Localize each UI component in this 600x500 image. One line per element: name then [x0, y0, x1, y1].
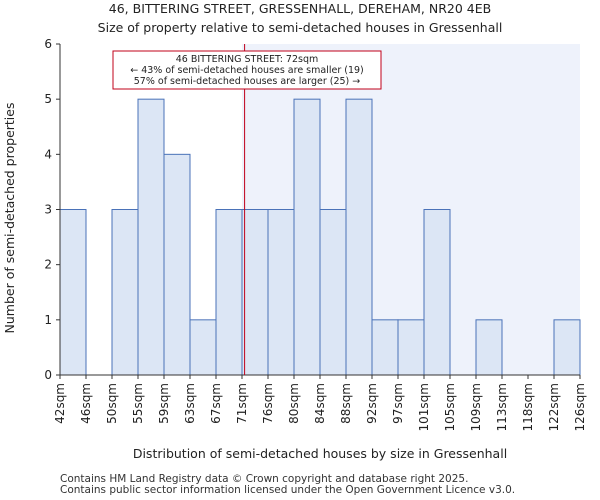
- histogram-bar: [293, 98, 321, 376]
- x-tick-label: 50sqm: [105, 383, 119, 424]
- x-tick-label: 71sqm: [235, 383, 249, 424]
- x-tick-label: 76sqm: [261, 383, 275, 424]
- x-tick-label: 113sqm: [495, 383, 509, 431]
- annotation-text-line2: ← 43% of semi-detached houses are smalle…: [130, 65, 364, 76]
- x-axis-label: Distribution of semi-detached houses by …: [133, 446, 507, 461]
- x-tick-label: 88sqm: [339, 383, 353, 424]
- x-tick-label: 118sqm: [521, 383, 535, 431]
- histogram-bar: [345, 98, 373, 376]
- x-tick-label: 67sqm: [209, 383, 223, 424]
- y-tick-label: 3: [44, 203, 52, 217]
- y-axis-label: Number of semi-detached properties: [2, 103, 17, 334]
- annotation-text-line1: 46 BITTERING STREET: 72sqm: [176, 54, 319, 65]
- y-tick-label: 6: [44, 37, 52, 51]
- x-tick-label: 42sqm: [53, 383, 67, 424]
- x-tick-label: 122sqm: [547, 383, 561, 431]
- y-tick-label: 5: [44, 92, 52, 106]
- histogram-bar: [59, 209, 87, 376]
- histogram-bar: [267, 209, 295, 376]
- y-tick-label: 4: [44, 147, 52, 161]
- histogram-bar: [241, 209, 269, 376]
- x-tick-label: 59sqm: [157, 383, 171, 424]
- y-tick-label: 1: [44, 313, 52, 327]
- x-tick-label: 126sqm: [573, 383, 587, 431]
- histogram-bar: [215, 209, 243, 376]
- histogram-bar: [163, 153, 191, 376]
- footer-line1: Contains HM Land Registry data © Crown c…: [60, 473, 469, 485]
- plot-area: 0 1 2 3 4 5 6 42sqm 46sqm 50sqm 55sqm 59sqm 63sqm 67s…: [44, 37, 587, 431]
- histogram-bar: [397, 319, 425, 376]
- annotation-box: [112, 50, 382, 90]
- histogram-bar: [553, 319, 581, 376]
- x-tick-label: 80sqm: [287, 383, 301, 424]
- x-tick-label: 63sqm: [183, 383, 197, 424]
- histogram-bar: [111, 209, 139, 376]
- x-tick-label: 46sqm: [79, 383, 93, 424]
- chart-title-line1: 46, BITTERING STREET, GRESSENHALL, DEREH…: [109, 1, 491, 16]
- histogram-bar: [189, 319, 217, 376]
- x-tick-label: 92sqm: [365, 383, 379, 424]
- x-tick-label: 97sqm: [391, 383, 405, 424]
- footer-line2: Contains public sector information licen…: [60, 484, 516, 496]
- x-tick-label: 101sqm: [417, 383, 431, 431]
- histogram-bar: [137, 98, 165, 376]
- chart-title-line2: Size of property relative to semi-detach…: [98, 20, 503, 35]
- annotation-text-line3: 57% of semi-detached houses are larger (…: [134, 76, 361, 87]
- y-tick-label: 0: [44, 368, 52, 382]
- y-tick-label: 2: [44, 258, 52, 272]
- x-tick-label: 84sqm: [313, 383, 327, 424]
- histogram-bar: [319, 209, 347, 376]
- x-tick-label: 109sqm: [469, 383, 483, 431]
- x-tick-label: 55sqm: [131, 383, 145, 424]
- histogram-bar: [423, 209, 451, 376]
- histogram-bar: [371, 319, 399, 376]
- histogram-bar: [475, 319, 503, 376]
- x-tick-label: 105sqm: [443, 383, 457, 431]
